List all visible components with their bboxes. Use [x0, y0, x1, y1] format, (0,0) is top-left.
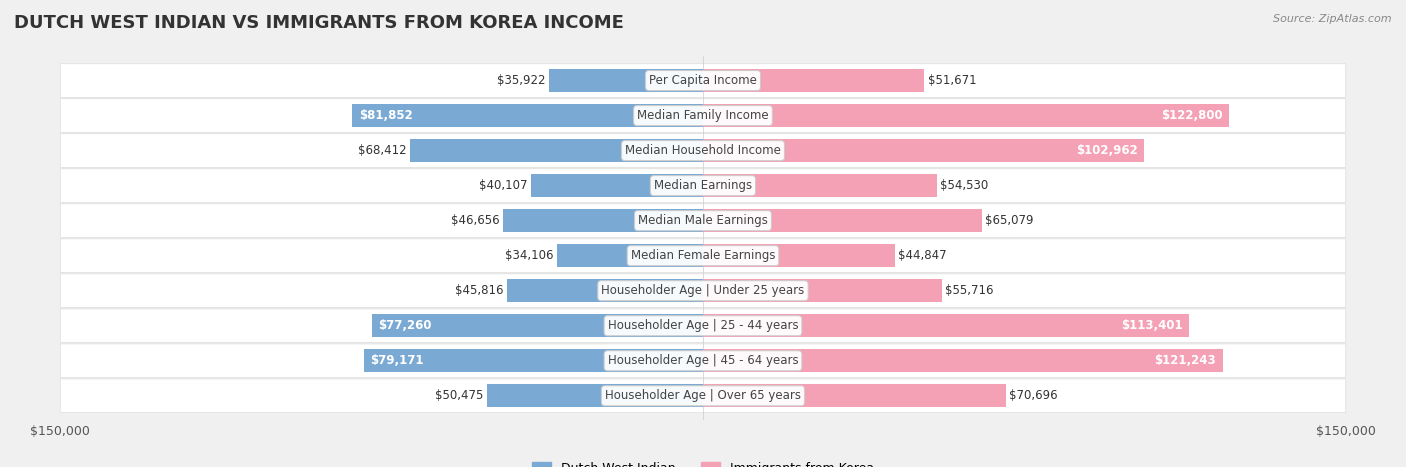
FancyBboxPatch shape: [60, 204, 1346, 237]
Text: Householder Age | Under 25 years: Householder Age | Under 25 years: [602, 284, 804, 297]
Text: Median Earnings: Median Earnings: [654, 179, 752, 192]
Bar: [703, 314, 1189, 337]
FancyBboxPatch shape: [60, 379, 1346, 413]
Text: $65,079: $65,079: [986, 214, 1033, 227]
Text: Householder Age | 25 - 44 years: Householder Age | 25 - 44 years: [607, 319, 799, 332]
Text: $51,671: $51,671: [928, 74, 976, 87]
Text: $46,656: $46,656: [451, 214, 501, 227]
FancyBboxPatch shape: [60, 274, 1346, 307]
Text: $113,401: $113,401: [1121, 319, 1182, 332]
Bar: [531, 174, 703, 197]
Text: Median Female Earnings: Median Female Earnings: [631, 249, 775, 262]
FancyBboxPatch shape: [60, 239, 1346, 272]
Text: $77,260: $77,260: [378, 319, 432, 332]
Text: $102,962: $102,962: [1076, 144, 1137, 157]
Bar: [411, 139, 703, 162]
Bar: [503, 209, 703, 232]
Bar: [557, 244, 703, 267]
FancyBboxPatch shape: [60, 134, 1346, 167]
Bar: [703, 209, 981, 232]
Text: Householder Age | Over 65 years: Householder Age | Over 65 years: [605, 389, 801, 402]
Text: $122,800: $122,800: [1161, 109, 1223, 122]
Bar: [506, 279, 703, 302]
Text: $70,696: $70,696: [1010, 389, 1057, 402]
Bar: [703, 244, 896, 267]
Bar: [703, 349, 1223, 372]
Bar: [703, 69, 924, 92]
Text: $68,412: $68,412: [359, 144, 406, 157]
Text: DUTCH WEST INDIAN VS IMMIGRANTS FROM KOREA INCOME: DUTCH WEST INDIAN VS IMMIGRANTS FROM KOR…: [14, 14, 624, 32]
FancyBboxPatch shape: [60, 309, 1346, 343]
Text: $79,171: $79,171: [370, 354, 423, 367]
FancyBboxPatch shape: [60, 99, 1346, 133]
Text: $45,816: $45,816: [456, 284, 503, 297]
FancyBboxPatch shape: [60, 64, 1346, 98]
Text: $40,107: $40,107: [479, 179, 527, 192]
Text: Householder Age | 45 - 64 years: Householder Age | 45 - 64 years: [607, 354, 799, 367]
Text: Per Capita Income: Per Capita Income: [650, 74, 756, 87]
Bar: [550, 69, 703, 92]
Bar: [703, 279, 942, 302]
Text: Source: ZipAtlas.com: Source: ZipAtlas.com: [1274, 14, 1392, 24]
Bar: [353, 104, 703, 127]
Legend: Dutch West Indian, Immigrants from Korea: Dutch West Indian, Immigrants from Korea: [527, 457, 879, 467]
Bar: [486, 384, 703, 407]
Bar: [703, 174, 936, 197]
Text: $34,106: $34,106: [505, 249, 554, 262]
Text: Median Family Income: Median Family Income: [637, 109, 769, 122]
Text: $50,475: $50,475: [434, 389, 484, 402]
Text: $54,530: $54,530: [939, 179, 988, 192]
FancyBboxPatch shape: [60, 344, 1346, 377]
Text: Median Household Income: Median Household Income: [626, 144, 780, 157]
Bar: [703, 384, 1005, 407]
Text: $81,852: $81,852: [359, 109, 412, 122]
Bar: [364, 349, 703, 372]
Text: $121,243: $121,243: [1154, 354, 1216, 367]
Text: $35,922: $35,922: [498, 74, 546, 87]
Text: Median Male Earnings: Median Male Earnings: [638, 214, 768, 227]
Text: $55,716: $55,716: [945, 284, 994, 297]
Text: $44,847: $44,847: [898, 249, 948, 262]
Bar: [373, 314, 703, 337]
FancyBboxPatch shape: [60, 169, 1346, 203]
Bar: [703, 104, 1229, 127]
Bar: [703, 139, 1144, 162]
